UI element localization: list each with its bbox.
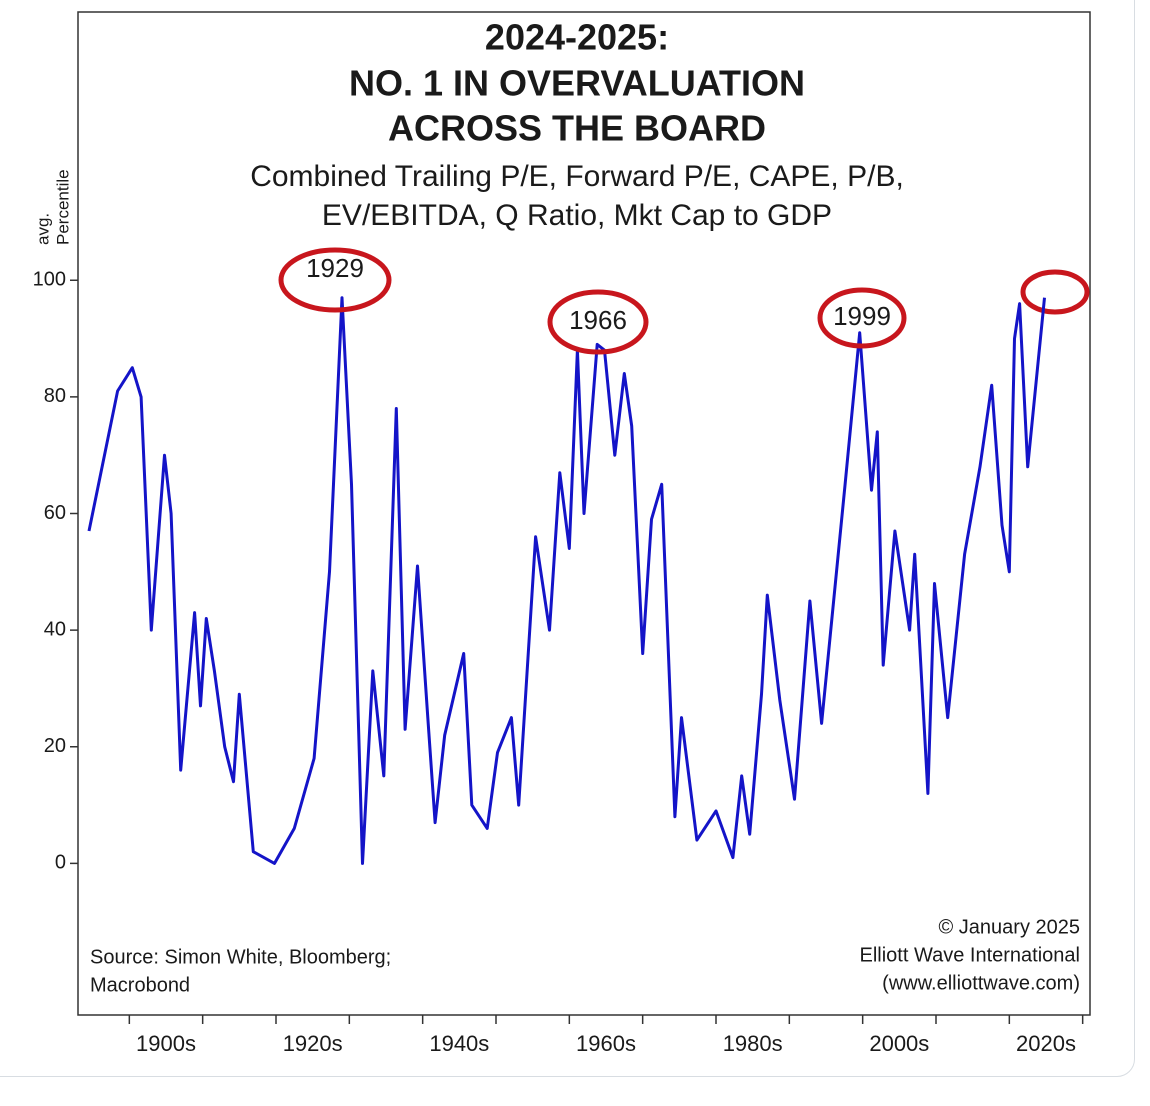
chart-subtitle: EV/EBITDA, Q Ratio, Mkt Cap to GDP	[322, 199, 832, 232]
y-axis-label: Percentile	[53, 169, 72, 245]
source-note: Macrobond	[90, 974, 190, 996]
y-tick-label: 80	[44, 385, 66, 407]
x-tick-label: 1940s	[429, 1031, 489, 1056]
y-tick-label: 0	[55, 852, 66, 874]
chart-subtitle: Combined Trailing P/E, Forward P/E, CAPE…	[250, 160, 904, 193]
x-tick-label: 2000s	[869, 1031, 929, 1056]
highlight-circle	[1020, 269, 1090, 315]
highlight-circle	[547, 289, 649, 355]
credit-note: (www.elliottwave.com)	[882, 972, 1080, 994]
annotation: 1929	[306, 253, 364, 283]
y-tick-label: 20	[44, 735, 66, 757]
series-line	[87, 296, 1046, 865]
annotation: 1999	[833, 301, 891, 331]
chart-title: ACROSS THE BOARD	[388, 108, 766, 149]
chart-title: 2024-2025:	[485, 17, 669, 58]
x-tick-label: 2020s	[1016, 1031, 1076, 1056]
y-tick-label: 40	[44, 618, 66, 640]
y-axis-label: avg.	[33, 213, 52, 245]
highlight-circle	[278, 247, 392, 313]
x-tick-label: 1960s	[576, 1031, 636, 1056]
post-card	[0, 0, 1135, 1077]
x-tick-label: 1900s	[136, 1031, 196, 1056]
credit-note: © January 2025	[939, 916, 1081, 938]
y-tick-label: 100	[33, 269, 66, 291]
x-tick-label: 1980s	[723, 1031, 783, 1056]
annotation: 1966	[569, 305, 627, 335]
x-tick-label: 1920s	[283, 1031, 343, 1056]
y-tick-label: 60	[44, 502, 66, 524]
credit-note: Elliott Wave International	[860, 944, 1080, 966]
highlight-circle	[817, 287, 907, 349]
chart-title: NO. 1 IN OVERVALUATION	[349, 63, 805, 104]
source-note: Source: Simon White, Bloomberg;	[90, 946, 391, 968]
